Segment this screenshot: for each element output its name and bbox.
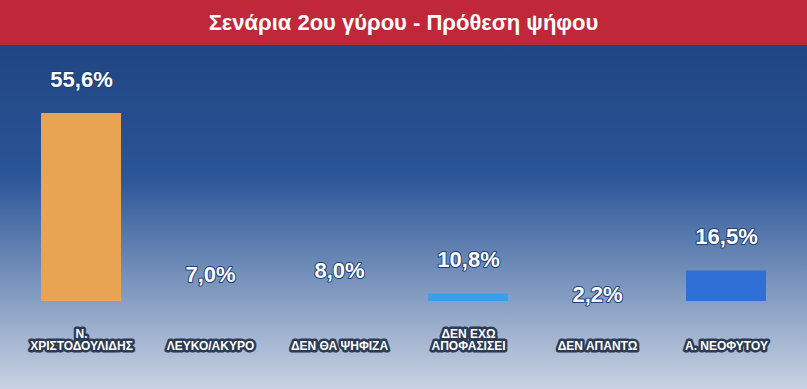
svg-text:ΔΕΝ ΑΠΑΝΤΩ: ΔΕΝ ΑΠΑΝΤΩ <box>558 339 638 353</box>
svg-text:55,6%: 55,6% <box>50 67 112 92</box>
svg-text:8,0%: 8,0% <box>314 258 364 283</box>
svg-text:Α. ΝΕΟΦΥΤΟΥ: Α. ΝΕΟΦΥΤΟΥ <box>685 339 768 353</box>
svg-text:2,2%: 2,2% <box>572 282 622 307</box>
svg-text:ΛΕΥΚΟ/ΑΚΥΡΟ: ΛΕΥΚΟ/ΑΚΥΡΟ <box>167 339 254 353</box>
svg-text:ΔΕΝ ΘΑ ΨΗΦΙΖΑ: ΔΕΝ ΘΑ ΨΗΦΙΖΑ <box>291 339 389 353</box>
svg-text:10,8%: 10,8% <box>437 247 499 272</box>
html-text:Σενάρια 2ου γύρου - Πρόθεση ψή: Σενάρια 2ου γύρου - Πρόθεση ψήφου <box>208 10 599 35</box>
svg-text:ΔΕΝ ΕΧΩΑΠΟΦΑΣΙΣΕΙ: ΔΕΝ ΕΧΩΑΠΟΦΑΣΙΣΕΙ <box>432 327 506 353</box>
svg-text:16,5%: 16,5% <box>695 224 757 249</box>
svg-text:Ν.ΧΡΙΣΤΟΔΟΥΛΙΔΗΣ: Ν.ΧΡΙΣΤΟΔΟΥΛΙΔΗΣ <box>30 327 133 353</box>
svg-text:7,0%: 7,0% <box>185 262 235 287</box>
